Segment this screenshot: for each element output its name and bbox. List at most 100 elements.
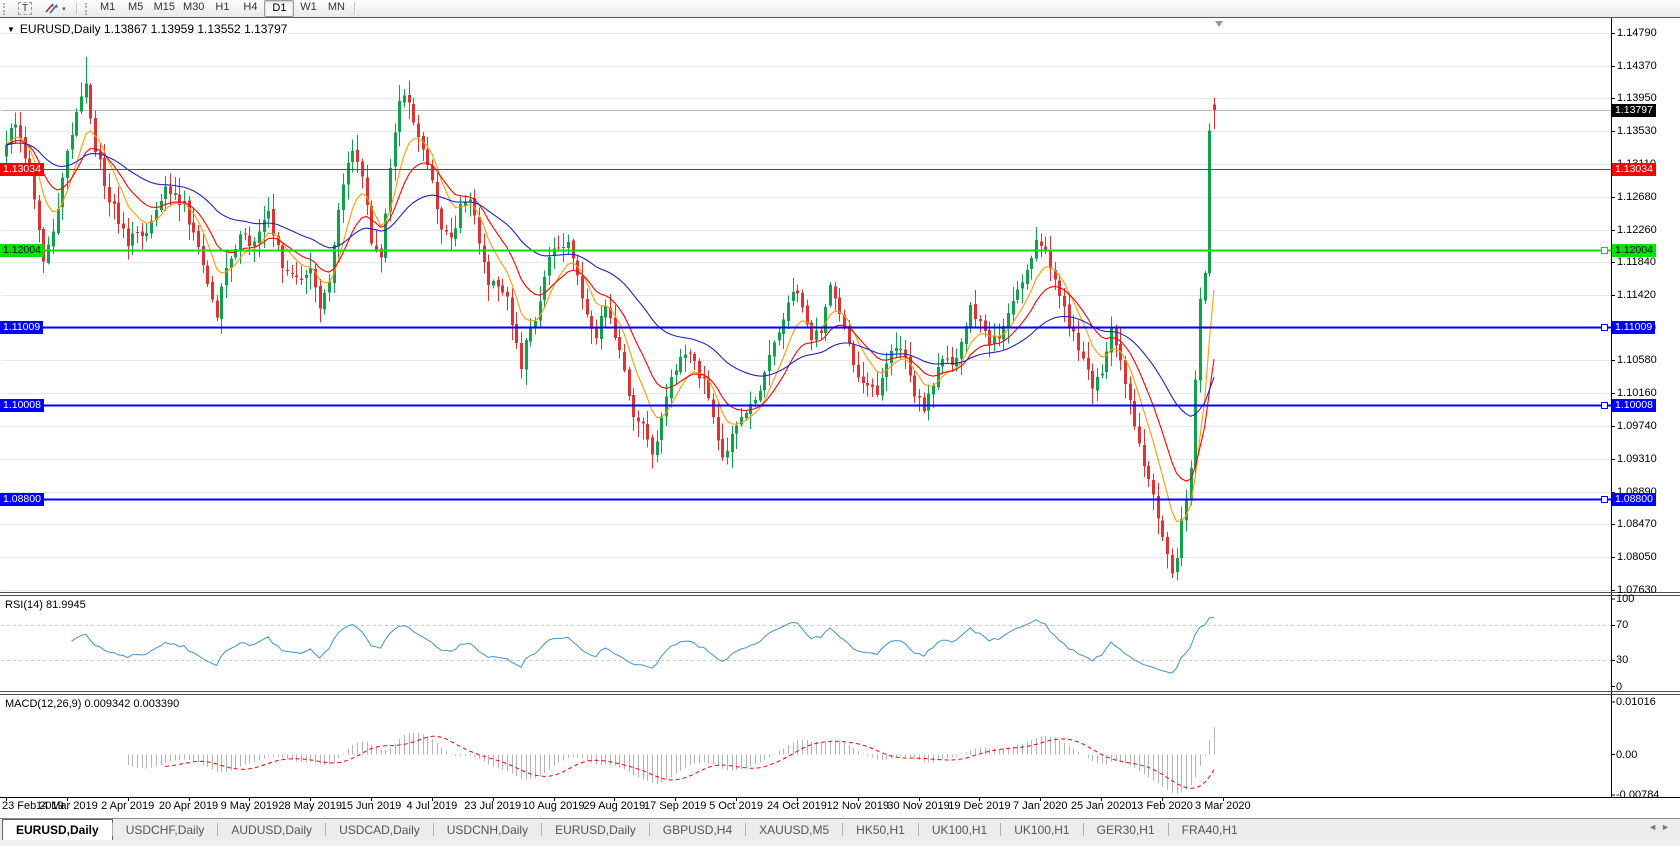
date-axis-label[interactable]: 23 Jul 2019 — [464, 800, 522, 812]
date-axis-label[interactable]: 17 Sep 2019 — [644, 800, 707, 812]
tab-ger30-h1[interactable]: GER30,H1 — [1096, 822, 1155, 837]
objects-tool-button[interactable]: ▾ — [39, 0, 71, 17]
date-axis-label[interactable]: 29 Aug 2019 — [583, 800, 646, 812]
line-handle[interactable] — [1601, 496, 1608, 503]
tab-eurusd-daily[interactable]: EURUSD,Daily — [2, 818, 113, 841]
tab-usdcnh-daily[interactable]: USDCNH,Daily — [446, 822, 529, 837]
rsi-indicator-label: RSI(14) 81.9945 — [5, 599, 86, 611]
ma-line-8 — [5, 130, 1215, 523]
tab-usdcad-daily[interactable]: USDCAD,Daily — [339, 822, 420, 837]
macd-signal-line — [165, 735, 1215, 789]
price-line-badge-left[interactable]: 1.13034 — [0, 162, 44, 176]
price-line-badge-left[interactable]: 1.11009 — [0, 320, 44, 334]
price-axis-tick: 1.09740 — [1617, 420, 1657, 432]
tab-uk100-h1[interactable]: UK100,H1 — [1014, 822, 1070, 837]
tab-scroll-arrows: ◄► — [1648, 822, 1674, 832]
toolbar: T ▾ M1 M5 M15 M30 H1 H4 D1 W1 MN — [0, 0, 1680, 17]
date-axis-label[interactable]: 12 Nov 2019 — [826, 800, 889, 812]
macd-axis-tick: 0.00 — [1616, 748, 1638, 761]
date-axis-label[interactable]: 10 Aug 2019 — [522, 800, 585, 812]
text-tool-button[interactable]: T — [13, 0, 37, 17]
ma-line-16 — [5, 139, 1215, 482]
tab-usdchf-daily[interactable]: USDCHF,Daily — [125, 822, 205, 837]
tab-separator — [1000, 823, 1002, 836]
tab-uk100-h1[interactable]: UK100,H1 — [931, 822, 988, 837]
line-handle[interactable] — [1601, 324, 1608, 331]
date-axis-label[interactable]: 5 Oct 2019 — [709, 800, 763, 812]
price-axis-tick: 1.08470 — [1617, 518, 1657, 530]
toolbar-separator — [354, 2, 357, 15]
price-axis-tick: 1.07630 — [1617, 584, 1657, 596]
tab-gbpusd-h4[interactable]: GBPUSD,H4 — [662, 822, 733, 837]
toolbar-grip[interactable] — [3, 2, 9, 15]
tab-fra40-h1[interactable]: FRA40,H1 — [1181, 822, 1238, 837]
current-price-badge: 1.13797 — [1612, 103, 1656, 117]
date-axis-label[interactable]: 24 Oct 2019 — [766, 800, 827, 812]
price-line-badge-right[interactable]: 1.13034 — [1612, 162, 1656, 176]
date-axis-label[interactable]: 25 Jan 2020 — [1070, 800, 1132, 812]
date-axis-label[interactable]: 30 Nov 2019 — [887, 800, 950, 812]
rsi-axis-tick: 30 — [1616, 654, 1629, 667]
tab-xauusd-m5[interactable]: XAUUSD,M5 — [759, 822, 830, 837]
chart-title-text: EURUSD,Daily 1.13867 1.13959 1.13552 1.1… — [19, 22, 288, 36]
date-axis-label[interactable]: 23 Feb 2019 — [2, 800, 64, 812]
date-axis-label[interactable]: 19 Dec 2019 — [948, 800, 1011, 812]
tab-separator — [217, 823, 219, 836]
tab-scroll-right-icon[interactable]: ► — [1661, 822, 1674, 832]
line-handle[interactable] — [1601, 247, 1608, 254]
timeframe-button-w1[interactable]: W1 — [300, 1, 317, 13]
chart-window: ▼ EURUSD,Daily 1.13867 1.13959 1.13552 1.… — [0, 17, 1680, 818]
timeframe-button-m30[interactable]: M30 — [183, 1, 205, 13]
tab-separator — [1082, 823, 1084, 836]
timeframe-button-h1[interactable]: H1 — [215, 1, 230, 13]
price-axis-tick: 1.13950 — [1617, 92, 1657, 104]
price-line-badge-left[interactable]: 1.12004 — [0, 243, 44, 257]
rsi-axis-tick: 100 — [1616, 593, 1635, 606]
timeframe-button-m1[interactable]: M1 — [99, 1, 116, 13]
date-axis-label[interactable]: 13 Feb 2020 — [1131, 800, 1193, 812]
date-axis-label[interactable]: 28 May 2019 — [278, 800, 342, 812]
price-line-badge-left[interactable]: 1.10008 — [0, 398, 44, 412]
tab-hk50-h1[interactable]: HK50,H1 — [856, 822, 905, 837]
date-axis-label[interactable]: 9 May 2019 — [220, 800, 279, 812]
rsi-axis-tick: 0 — [1616, 680, 1623, 693]
tab-audusd-daily[interactable]: AUDUSD,Daily — [231, 822, 313, 837]
tab-separator — [917, 823, 919, 836]
date-axis-label[interactable]: 4 Jul 2019 — [406, 800, 458, 812]
chart-collapse-icon[interactable]: ▼ — [7, 25, 15, 34]
timeframe-button-d1[interactable]: D1 — [264, 0, 295, 17]
date-axis-label[interactable]: 7 Jan 2020 — [1013, 800, 1068, 812]
price-line-badge-right[interactable]: 1.12004 — [1612, 243, 1656, 257]
timeframe-button-group: M1 M5 M15 M30 H1 H4 D1 W1 MN — [94, 0, 351, 17]
date-axis-label[interactable]: 2 Apr 2019 — [101, 800, 155, 812]
price-line-badge-left[interactable]: 1.08800 — [0, 492, 44, 506]
tab-separator — [648, 823, 650, 836]
price-axis-tick: 1.08050 — [1617, 551, 1657, 563]
timeframe-button-m15[interactable]: M15 — [153, 1, 176, 13]
date-axis-label[interactable]: 20 Apr 2019 — [158, 800, 219, 812]
date-axis-label[interactable]: 14 Mar 2019 — [35, 800, 98, 812]
timeframe-button-h4[interactable]: H4 — [243, 1, 258, 13]
macd-axis-tick: -0.00784 — [1616, 789, 1660, 801]
tab-separator — [541, 823, 543, 836]
timeframe-button-mn[interactable]: MN — [327, 1, 345, 13]
price-line-badge-right[interactable]: 1.11009 — [1612, 320, 1656, 334]
price-axis-tick: 1.09310 — [1617, 453, 1657, 465]
toolbar-grip[interactable] — [84, 2, 91, 15]
timeframe-button-m5[interactable]: M5 — [127, 1, 144, 13]
price-line-badge-right[interactable]: 1.08800 — [1612, 492, 1656, 506]
macd-indicator-label: MACD(12,26,9) 0.009342 0.003390 — [5, 698, 180, 710]
ma-line-42 — [5, 142, 1215, 417]
chart-canvas[interactable] — [0, 18, 1680, 819]
tab-eurusd-daily[interactable]: EURUSD,Daily — [555, 822, 636, 837]
date-axis-label[interactable]: 15 Jun 2019 — [340, 800, 402, 812]
macd-histogram — [128, 727, 1215, 794]
tab-scroll-left-icon[interactable]: ◄ — [1648, 822, 1662, 832]
line-handle[interactable] — [1601, 402, 1608, 409]
price-axis-tick: 1.12260 — [1617, 224, 1657, 236]
status-bar — [0, 840, 1680, 846]
price-axis-tick: 1.11840 — [1617, 256, 1656, 268]
price-axis-tick: 1.10580 — [1617, 354, 1657, 366]
date-axis-label[interactable]: 3 Mar 2020 — [1194, 800, 1251, 812]
price-line-badge-right[interactable]: 1.10008 — [1612, 398, 1656, 412]
